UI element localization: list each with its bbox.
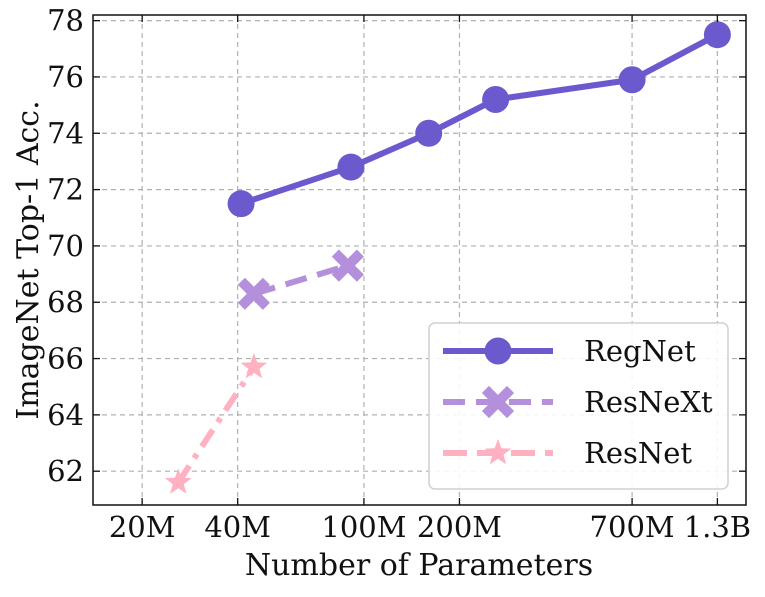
legend-label: ResNet bbox=[584, 436, 692, 470]
data-point-resnet bbox=[164, 468, 192, 494]
y-tick-label: 78 bbox=[47, 4, 84, 38]
series-line-resnext bbox=[253, 262, 349, 297]
legend-box bbox=[428, 322, 729, 490]
y-tick-label: 66 bbox=[47, 342, 84, 376]
series-group bbox=[164, 21, 731, 494]
x-axis-title: Number of Parameters bbox=[245, 548, 593, 583]
y-tick-label: 64 bbox=[47, 398, 84, 432]
data-point-regnet bbox=[415, 119, 443, 147]
legend-entry-resnet: ResNet bbox=[443, 436, 692, 470]
data-point-resnext bbox=[331, 249, 364, 282]
series-line-resnet bbox=[175, 365, 257, 485]
data-point-regnet bbox=[703, 21, 731, 49]
data-point-resnext bbox=[237, 277, 270, 310]
x-tick-label: 20M bbox=[109, 510, 176, 544]
legend-entry-regnet: RegNet bbox=[443, 334, 696, 368]
y-tick-label: 72 bbox=[47, 173, 84, 207]
data-point-regnet bbox=[482, 85, 510, 113]
y-tick-label: 70 bbox=[47, 229, 84, 263]
x-marker-stroke bbox=[237, 277, 270, 310]
x-marker-stroke bbox=[331, 249, 364, 282]
data-point-resnet bbox=[240, 353, 268, 379]
series-resnet bbox=[164, 353, 268, 494]
x-tick-label: 100M bbox=[321, 510, 406, 544]
y-axis-title: ImageNet Top-1 Acc. bbox=[11, 100, 46, 419]
x-tick-label: 200M bbox=[417, 510, 502, 544]
data-point-regnet bbox=[618, 66, 646, 94]
legend-marker bbox=[484, 337, 512, 365]
legend-marker bbox=[481, 385, 515, 419]
y-tick-label: 76 bbox=[47, 60, 84, 94]
x-tick-label: 1.3B bbox=[684, 510, 751, 544]
series-line-regnet bbox=[240, 32, 719, 207]
data-point-regnet bbox=[337, 153, 365, 181]
series-resnext bbox=[237, 249, 364, 310]
legend-label: RegNet bbox=[584, 334, 696, 368]
x-marker-stroke bbox=[481, 385, 515, 419]
x-tick-label: 40M bbox=[204, 510, 271, 544]
y-tick-label: 68 bbox=[47, 285, 84, 319]
y-tick-label: 74 bbox=[47, 116, 84, 150]
y-tick-label: 62 bbox=[47, 454, 84, 488]
plot-frame bbox=[92, 14, 747, 506]
series-regnet bbox=[227, 21, 731, 218]
legend-marker bbox=[484, 439, 512, 465]
data-point-regnet bbox=[227, 190, 255, 218]
x-tick-label: 700M bbox=[590, 510, 675, 544]
legend: RegNet ResNeXt ResNet bbox=[428, 322, 729, 490]
legend-entry-resnext: ResNeXt bbox=[443, 385, 713, 419]
axis-ticks: 20M 40M 100M 200M 700M 1.3B 62 64 66 68 70 72 74 76 78 bbox=[47, 4, 751, 544]
legend-label: ResNeXt bbox=[584, 385, 713, 419]
